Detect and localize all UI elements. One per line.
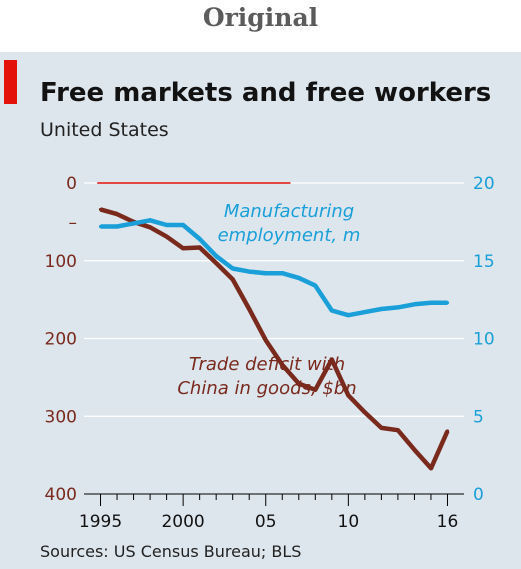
series-0-point-1995: [98, 207, 103, 212]
right-tick-label-15: 15: [473, 252, 495, 272]
series-1-point-2014: [412, 302, 417, 306]
series-1-point-2016: [445, 301, 450, 305]
series-0-point-2002: [214, 261, 218, 265]
header-band: Original: [0, 0, 521, 52]
series-0-point-2015: [429, 466, 433, 470]
series-0-point-1998: [148, 225, 152, 229]
left-tick-label-100: 100: [45, 252, 77, 272]
right-tick-label-20: 20: [473, 174, 495, 194]
left-tick-label-0: 0: [66, 174, 77, 194]
series-0-point-2008: [313, 388, 317, 392]
chart-title: Free markets and free workers: [40, 78, 492, 108]
series-1-point-2001: [198, 237, 202, 241]
chart-source: Sources: US Census Bureau; BLS: [40, 542, 302, 561]
series-0-point-2010: [346, 393, 350, 397]
series-0-point-1996: [115, 212, 119, 216]
series-label-1-line-1: employment, m: [218, 225, 361, 246]
left-tick-label-200: 200: [45, 330, 77, 350]
left-tick-label-400: 400: [45, 485, 77, 505]
right-tick-label-0: 0: [473, 485, 484, 505]
red-tag-marker: [4, 60, 17, 104]
x-tick-label-2016: 16: [437, 512, 459, 532]
x-tick-label-2010: 10: [338, 512, 360, 532]
series-0-point-1999: [165, 235, 169, 239]
series-0-point-2011: [363, 410, 367, 414]
series-0-point-2003: [231, 277, 235, 282]
series-1-point-2000: [181, 223, 185, 227]
right-tick-label-10: 10: [473, 330, 495, 350]
series-0-point-2004: [247, 307, 251, 311]
series-0-point-2001: [198, 245, 202, 250]
series-label-1-line-0: Manufacturing: [224, 201, 354, 222]
series-1-point-2012: [379, 307, 383, 311]
series-0-point-2005: [264, 338, 268, 342]
series-1-point-2013: [396, 305, 400, 309]
series-1-point-2003: [231, 266, 235, 271]
series-1-point-2005: [264, 271, 268, 275]
series-label-0-line-1: China in goods, $bn: [177, 378, 356, 399]
series-0-point-2014: [412, 448, 417, 452]
series-1-point-2007: [297, 276, 301, 280]
series-0-point-2000: [181, 246, 185, 250]
series-0-point-2009: [330, 357, 334, 362]
header-label: Original: [202, 3, 319, 32]
series-1-point-1995: [98, 224, 103, 229]
series-label-0-line-0: Trade deficit with: [189, 354, 345, 375]
x-tick-label-2000: 2000: [161, 512, 204, 532]
left-tick-label-50: –: [69, 213, 78, 233]
chart-subtitle: United States: [40, 119, 169, 141]
chart-panel: [0, 52, 521, 569]
series-1-point-2006: [280, 271, 284, 275]
series-0-point-2013: [396, 428, 400, 432]
series-1-point-2011: [363, 310, 367, 314]
x-tick-label-1995: 1995: [79, 512, 122, 532]
series-0-point-2012: [379, 426, 383, 430]
series-1-point-1996: [115, 224, 119, 229]
left-tick-label-300: 300: [45, 407, 77, 427]
series-line-1: [100, 218, 448, 318]
series-1-point-2004: [247, 270, 251, 274]
series-1-point-2008: [313, 284, 317, 288]
series-0-point-2016: [445, 429, 450, 433]
series-line-0: [99, 207, 450, 471]
series-1-point-1998: [148, 218, 152, 222]
right-tick-label-5: 5: [473, 407, 484, 427]
series-1-point-1997: [131, 221, 136, 226]
series-1-point-2015: [429, 301, 433, 305]
series-0-point-2007: [297, 381, 301, 386]
series-1-point-2009: [330, 308, 334, 313]
series-1-point-2010: [346, 313, 350, 317]
series-0-point-2006: [280, 363, 284, 367]
series-1-point-2002: [214, 254, 218, 258]
series-1-point-1999: [165, 223, 169, 227]
x-tick-label-2005: 05: [255, 512, 277, 532]
